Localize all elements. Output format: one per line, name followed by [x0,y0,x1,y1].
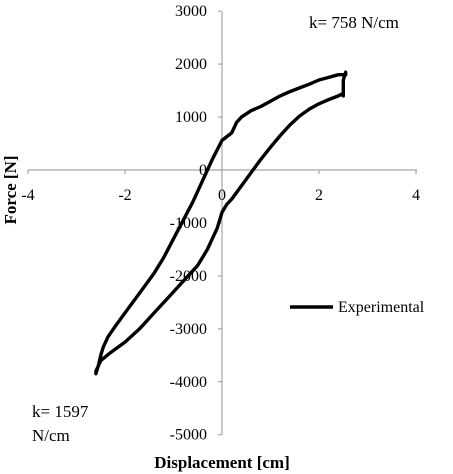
y-tick-label: 3000 [175,3,207,20]
experimental-series-line [94,70,348,376]
y-tick-label: 2000 [175,56,207,73]
stiffness-annotation-bottom-line1: k= 1597 [32,402,89,421]
y-tick-label: 0 [199,162,207,179]
tick-labels: 3000200010000-1000-2000-3000-4000-5000-4… [21,3,420,444]
x-tick-label: -4 [21,187,34,204]
axis-ticks [27,10,417,436]
y-tick-label: -5000 [170,427,207,444]
y-tick-label: -4000 [170,374,207,391]
y-tick-label: 1000 [175,109,207,126]
x-axis-title: Displacement [cm] [154,453,290,472]
x-tick-label: 2 [315,187,323,204]
legend: Experimental [290,299,425,316]
stiffness-annotation-top: k= 758 N/cm [309,13,399,32]
y-tick-label: -1000 [170,215,207,232]
x-tick-label: 4 [412,187,420,204]
y-axis-title: Force [N] [1,155,20,224]
legend-label: Experimental [338,299,425,316]
x-tick-label: -2 [118,187,131,204]
y-tick-label: -3000 [170,321,207,338]
stiffness-annotation-bottom-line2: N/cm [32,426,70,445]
x-tick-label: 0 [218,187,226,204]
